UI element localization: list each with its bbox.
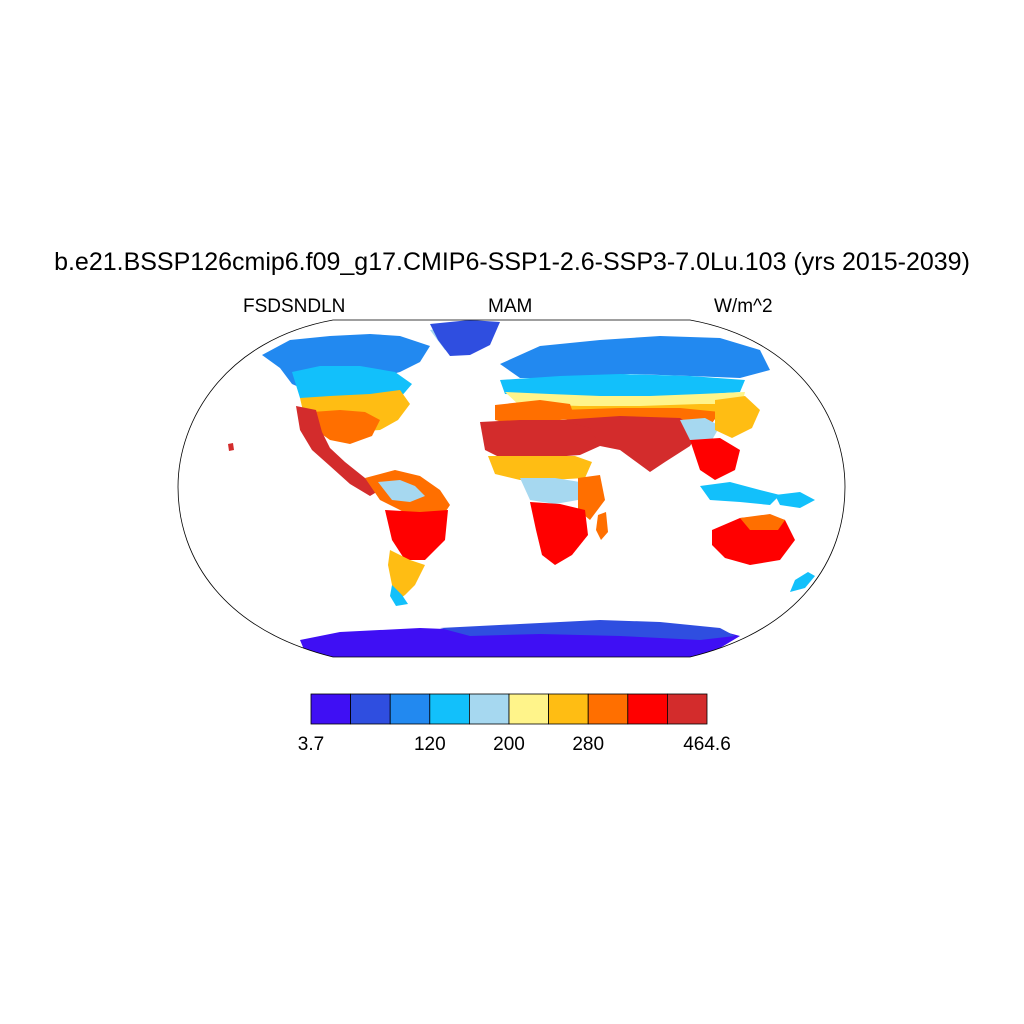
- new-guinea: [775, 492, 815, 508]
- east-asia: [715, 396, 760, 438]
- colorbar-box: [549, 694, 589, 724]
- colorbar-box: [509, 694, 549, 724]
- new-zealand: [790, 572, 815, 592]
- madagascar: [596, 512, 608, 540]
- colorbar-box: [390, 694, 430, 724]
- map-land: [228, 320, 815, 660]
- colorbar-box: [588, 694, 628, 724]
- colorbar-box: [351, 694, 391, 724]
- colorbar-tick-label: 3.7: [298, 734, 324, 756]
- southeast-asia: [690, 438, 740, 480]
- colorbar-tick-label: 280: [572, 734, 604, 756]
- sahel: [488, 456, 592, 480]
- hawaii: [228, 443, 234, 451]
- colorbar-tick-label: 200: [493, 734, 525, 756]
- indonesia: [700, 482, 780, 505]
- colorbar-box: [469, 694, 509, 724]
- colorbar-tick-label: 120: [414, 734, 446, 756]
- colorbar: [311, 694, 707, 724]
- colorbar-box: [430, 694, 470, 724]
- colorbar-box: [628, 694, 668, 724]
- southern-africa: [530, 502, 588, 565]
- colorbar-tick-label: 464.6: [683, 734, 731, 756]
- central-africa: [520, 478, 580, 504]
- greenland: [430, 320, 500, 356]
- sahara: [480, 420, 600, 460]
- eurasia-arctic: [500, 336, 770, 378]
- colorbar-box: [667, 694, 707, 724]
- colorbar-box: [311, 694, 351, 724]
